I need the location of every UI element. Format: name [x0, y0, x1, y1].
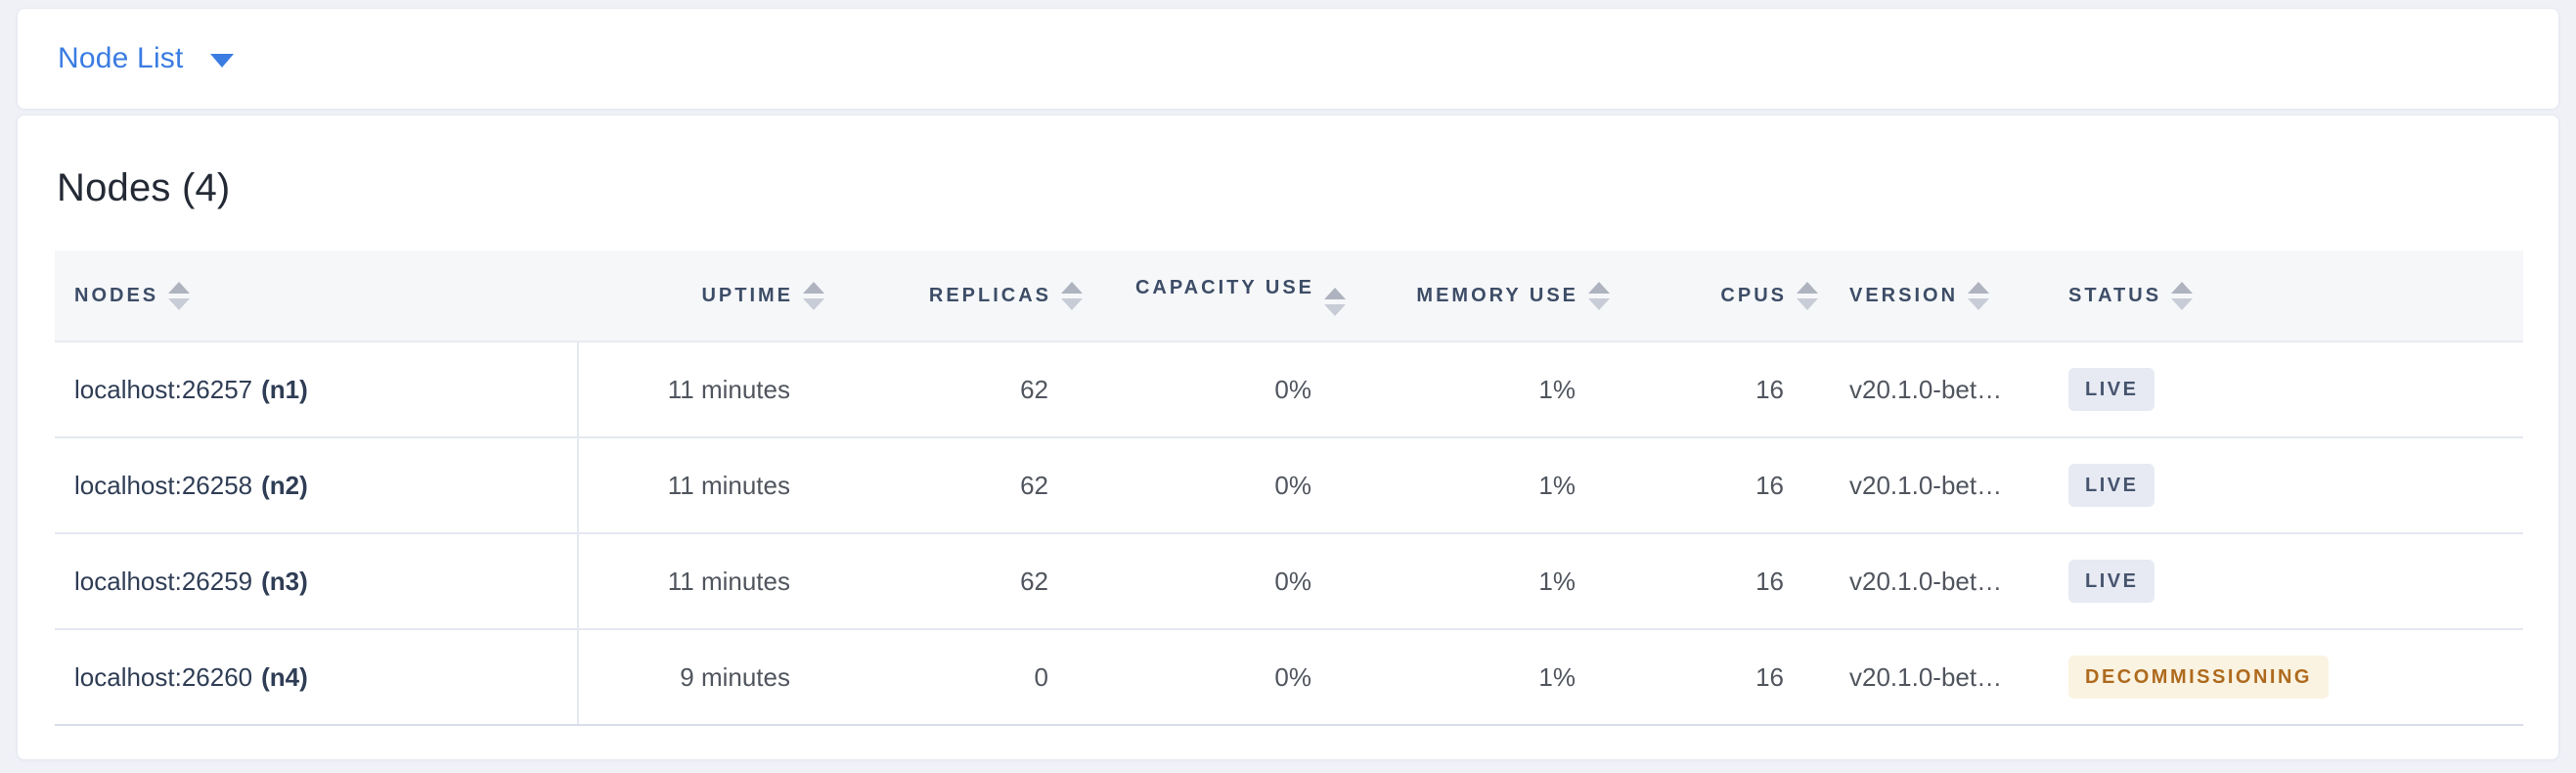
replicas-cell: 62 [808, 533, 1066, 630]
node-id: (n2) [261, 470, 308, 500]
node-address-cell: localhost:26260 (n4) [55, 629, 579, 726]
cpus-cell: 16 [1593, 341, 1810, 438]
node-id: (n3) [261, 566, 308, 596]
uptime-cell: 9 minutes [578, 629, 808, 726]
column-header-replicas[interactable]: Replicas [808, 250, 1083, 342]
node-address-cell: localhost:26257 (n1) [55, 341, 579, 438]
column-header-uptime[interactable]: Uptime [578, 250, 824, 342]
memory-use-cell: 1% [1329, 629, 1593, 726]
replicas-cell: 62 [808, 341, 1066, 438]
view-selector-card: Node List [17, 8, 2559, 110]
sort-icon[interactable] [2171, 281, 2194, 310]
node-link[interactable]: localhost:26257 [74, 374, 253, 404]
cpus-cell: 16 [1593, 533, 1810, 630]
table-row: localhost:26257 (n1) 11 minutes 62 0% 1% … [55, 341, 2523, 438]
chevron-down-icon [209, 53, 234, 68]
sort-icon[interactable] [1061, 281, 1083, 310]
uptime-cell: 11 minutes [578, 341, 808, 438]
sort-icon[interactable] [803, 281, 824, 310]
column-header-nodes[interactable]: Nodes [55, 250, 578, 342]
capacity-use-cell: 0% [1066, 437, 1329, 534]
status-badge: LIVE [2068, 368, 2155, 411]
uptime-cell: 11 minutes [578, 437, 808, 534]
node-link[interactable]: localhost:26258 [74, 470, 253, 500]
version-cell: v20.1.0-bet… [1810, 629, 2045, 726]
column-header-status[interactable]: Status [2045, 250, 2523, 342]
table-row: localhost:26260 (n4) 9 minutes 0 0% 1% 16… [55, 629, 2523, 726]
status-cell: DECOMMISSIONING [2045, 629, 2523, 726]
page-title: Nodes (4) [57, 166, 231, 209]
nodes-card: Nodes (4) Nodes Uptime [17, 114, 2559, 760]
uptime-cell: 11 minutes [578, 533, 808, 630]
memory-use-cell: 1% [1329, 533, 1593, 630]
table-row: localhost:26259 (n3) 11 minutes 62 0% 1% … [55, 533, 2523, 630]
column-header-capacity-use[interactable]: Capacity Use [1066, 250, 1346, 342]
node-id: (n1) [261, 374, 308, 404]
capacity-use-cell: 0% [1066, 341, 1329, 438]
cpus-cell: 16 [1593, 629, 1810, 726]
memory-use-cell: 1% [1329, 437, 1593, 534]
replicas-cell: 62 [808, 437, 1066, 534]
sort-icon[interactable] [1797, 281, 1818, 310]
status-cell: LIVE [2045, 533, 2523, 630]
status-cell: LIVE [2045, 437, 2523, 534]
capacity-use-cell: 0% [1066, 533, 1329, 630]
sort-icon[interactable] [1324, 288, 1346, 316]
table-row: localhost:26258 (n2) 11 minutes 62 0% 1% … [55, 437, 2523, 534]
table-header-row: Nodes Uptime Replicas [55, 250, 2523, 342]
column-header-cpus[interactable]: CPUs [1593, 250, 1818, 342]
cpus-cell: 16 [1593, 437, 1810, 534]
column-header-memory-use[interactable]: Memory Use [1329, 250, 1610, 342]
node-list-dropdown[interactable]: Node List [58, 42, 234, 75]
status-badge: LIVE [2068, 560, 2155, 603]
capacity-use-cell: 0% [1066, 629, 1329, 726]
node-list-dropdown-label: Node List [58, 42, 184, 74]
status-badge: LIVE [2068, 464, 2155, 507]
sort-icon[interactable] [168, 281, 191, 310]
sort-icon[interactable] [1968, 281, 1990, 310]
column-header-version[interactable]: Version [1810, 250, 2045, 342]
node-link[interactable]: localhost:26260 [74, 661, 253, 692]
version-cell: v20.1.0-bet… [1810, 341, 2045, 438]
status-badge: DECOMMISSIONING [2068, 656, 2329, 699]
version-cell: v20.1.0-bet… [1810, 533, 2045, 630]
node-address-cell: localhost:26259 (n3) [55, 533, 579, 630]
node-address-cell: localhost:26258 (n2) [55, 437, 579, 534]
sort-icon[interactable] [1588, 281, 1610, 310]
nodes-table: Nodes Uptime Replicas [55, 250, 2523, 726]
replicas-cell: 0 [808, 629, 1066, 726]
status-cell: LIVE [2045, 341, 2523, 438]
node-id: (n4) [261, 661, 308, 692]
version-cell: v20.1.0-bet… [1810, 437, 2045, 534]
memory-use-cell: 1% [1329, 341, 1593, 438]
node-link[interactable]: localhost:26259 [74, 566, 253, 596]
